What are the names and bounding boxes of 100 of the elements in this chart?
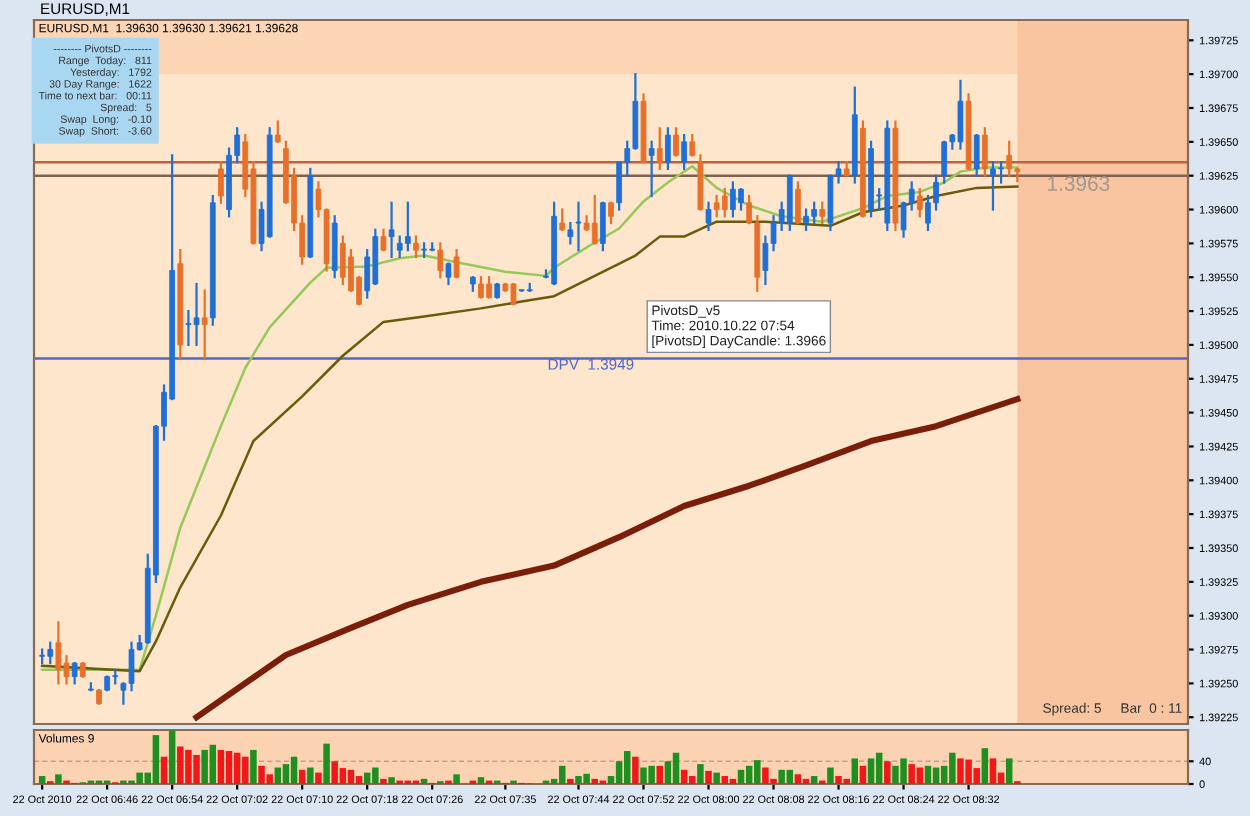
bar: [745, 765, 753, 784]
bar: [217, 749, 225, 784]
candlestick: [681, 133, 687, 171]
bar: [477, 777, 485, 784]
candlestick: [990, 161, 996, 211]
bar: [225, 751, 233, 784]
bar: [908, 764, 915, 784]
bar: [737, 769, 745, 784]
bar: [924, 765, 932, 784]
bar: [258, 765, 265, 784]
bar: [558, 765, 566, 784]
candlestick: [445, 262, 452, 286]
bar: [900, 758, 907, 784]
bar: [388, 777, 395, 784]
candlestick: [331, 215, 338, 279]
bar: [233, 752, 241, 784]
candlestick: [656, 127, 663, 171]
candlestick: [738, 188, 744, 211]
candlestick: [941, 140, 948, 184]
bar: [38, 776, 46, 784]
bar: [949, 752, 956, 784]
bar: [193, 755, 200, 784]
bar: [835, 776, 842, 784]
bar: [632, 756, 639, 784]
bar: [266, 774, 273, 784]
bar: [583, 773, 590, 784]
candlestick: [713, 194, 720, 218]
bar: [672, 752, 680, 784]
candlestick: [71, 661, 78, 685]
bar: [347, 769, 355, 784]
candlestick: [47, 641, 54, 665]
bar: [177, 746, 184, 784]
candlestick: [608, 201, 614, 225]
candlestick: [201, 289, 208, 360]
bar: [680, 769, 688, 784]
candlestick: [819, 201, 826, 225]
candlestick: [510, 282, 517, 306]
bar: [339, 768, 347, 784]
bar: [762, 767, 769, 784]
candlestick: [55, 621, 62, 685]
candlestick: [673, 127, 679, 157]
bar: [754, 760, 761, 784]
candlestick: [730, 181, 736, 218]
bar: [315, 772, 322, 784]
bar: [827, 767, 834, 784]
candlestick: [591, 194, 598, 245]
candlestick: [218, 161, 224, 204]
candlestick: [193, 282, 200, 347]
candlestick: [981, 127, 988, 177]
candlestick: [811, 201, 818, 225]
bar: [168, 730, 176, 784]
bar: [859, 765, 867, 784]
bar: [242, 756, 249, 784]
candlestick: [478, 276, 484, 299]
bar: [1005, 758, 1013, 784]
bar: [640, 767, 647, 784]
bar: [916, 767, 924, 784]
bar: [721, 776, 729, 784]
bar: [185, 749, 192, 784]
bar: [802, 778, 810, 784]
bar: [380, 778, 387, 784]
bar: [160, 756, 168, 784]
bar: [884, 761, 891, 784]
candlestick: [274, 120, 281, 143]
bar: [575, 776, 582, 784]
candlestick: [185, 309, 192, 347]
bar: [307, 767, 314, 784]
bar: [648, 765, 655, 784]
bar: [624, 751, 631, 784]
bar: [55, 774, 62, 784]
bar: [786, 769, 794, 784]
bar: [875, 752, 883, 784]
bar: [851, 758, 859, 784]
candlestick: [1006, 140, 1013, 177]
candlestick: [665, 127, 671, 171]
bar: [713, 772, 720, 784]
bar: [420, 778, 428, 784]
candlestick: [648, 140, 655, 198]
ref-line-label: 1.3963: [1048, 176, 1110, 191]
bar: [794, 774, 802, 784]
bar: [290, 756, 298, 784]
candlestick: [600, 201, 606, 252]
candlestick: [453, 249, 460, 279]
candlestick: [957, 79, 964, 150]
bar: [274, 767, 282, 784]
bar: [778, 769, 785, 784]
bar: [209, 744, 217, 784]
candlestick: [803, 208, 809, 231]
candlestick: [998, 161, 1004, 184]
candlestick: [705, 201, 712, 231]
bar: [705, 770, 712, 784]
candlestick: [388, 201, 395, 259]
bar: [697, 764, 704, 784]
bar: [298, 769, 306, 784]
bar: [372, 767, 379, 784]
bar: [892, 765, 899, 784]
candlestick: [697, 154, 704, 211]
bar: [591, 778, 598, 784]
bar: [957, 758, 964, 784]
bar: [989, 758, 997, 784]
